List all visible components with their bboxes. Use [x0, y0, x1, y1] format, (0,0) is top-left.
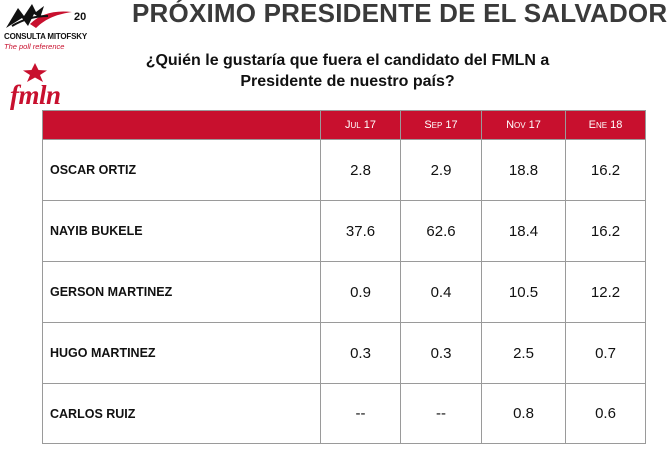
fmln-logo: fmln [6, 62, 86, 110]
question-line-1: ¿Quién le gustaría que fuera el candidat… [145, 52, 550, 69]
fmln-wordmark: fmln [10, 80, 61, 110]
table-cell: 2.9 [400, 139, 482, 201]
table-cell: 18.8 [481, 139, 566, 201]
candidate-name: GERSON MARTINEZ [42, 261, 321, 323]
candidate-name: HUGO MARTINEZ [42, 322, 321, 384]
table-cell: 2.5 [481, 322, 566, 384]
table-cell: 0.7 [565, 322, 646, 384]
candidate-name: NAYIB BUKELE [42, 200, 321, 262]
column-header: Nov 17 [481, 110, 566, 140]
table-cell: -- [400, 383, 482, 444]
candidate-name: CARLOS RUIZ [42, 383, 321, 444]
table-row: HUGO MARTINEZ 0.3 0.3 2.5 0.7 [42, 322, 646, 384]
table-cell: 0.6 [565, 383, 646, 444]
table-row: OSCAR ORTIZ 2.8 2.9 18.8 16.2 [42, 139, 646, 201]
table-cell: 0.3 [320, 322, 401, 384]
candidate-name: OSCAR ORTIZ [42, 139, 321, 201]
consulta-mitofsky-logo: 20 CONSULTA MITOFSKY The poll reference [4, 2, 92, 52]
anniversary-badge: 20 [74, 11, 87, 23]
table-corner-cell [42, 110, 321, 140]
swoosh-icon [6, 4, 72, 28]
table-cell: 12.2 [565, 261, 646, 323]
table-cell: 37.6 [320, 200, 401, 262]
table-cell: 0.3 [400, 322, 482, 384]
question-line-2: Presidente de nuestro país? [240, 73, 455, 90]
page-title: PRÓXIMO PRESIDENTE DE EL SALVADOR [132, 0, 668, 28]
column-header: Jul 17 [320, 110, 401, 140]
table-cell: 0.4 [400, 261, 482, 323]
table-cell: 0.9 [320, 261, 401, 323]
table-cell: 62.6 [400, 200, 482, 262]
logo-name: CONSULTA MITOFSKY [4, 32, 87, 41]
column-header: Ene 18 [565, 110, 646, 140]
table-row: NAYIB BUKELE 37.6 62.6 18.4 16.2 [42, 200, 646, 262]
star-icon [23, 63, 47, 82]
table-cell: 10.5 [481, 261, 566, 323]
poll-results-table: Jul 17 Sep 17 Nov 17 Ene 18 OSCAR ORTIZ … [42, 110, 646, 444]
column-header: Sep 17 [400, 110, 482, 140]
table-cell: 0.8 [481, 383, 566, 444]
table-row: CARLOS RUIZ -- -- 0.8 0.6 [42, 383, 646, 444]
logo-tagline: The poll reference [4, 42, 65, 51]
table-header-row: Jul 17 Sep 17 Nov 17 Ene 18 [42, 110, 646, 140]
table-cell: 16.2 [565, 139, 646, 201]
table-cell: 16.2 [565, 200, 646, 262]
table-cell: 18.4 [481, 200, 566, 262]
table-cell: -- [320, 383, 401, 444]
table-row: GERSON MARTINEZ 0.9 0.4 10.5 12.2 [42, 261, 646, 323]
table-cell: 2.8 [320, 139, 401, 201]
survey-question: ¿Quién le gustaría que fuera el candidat… [95, 50, 600, 92]
